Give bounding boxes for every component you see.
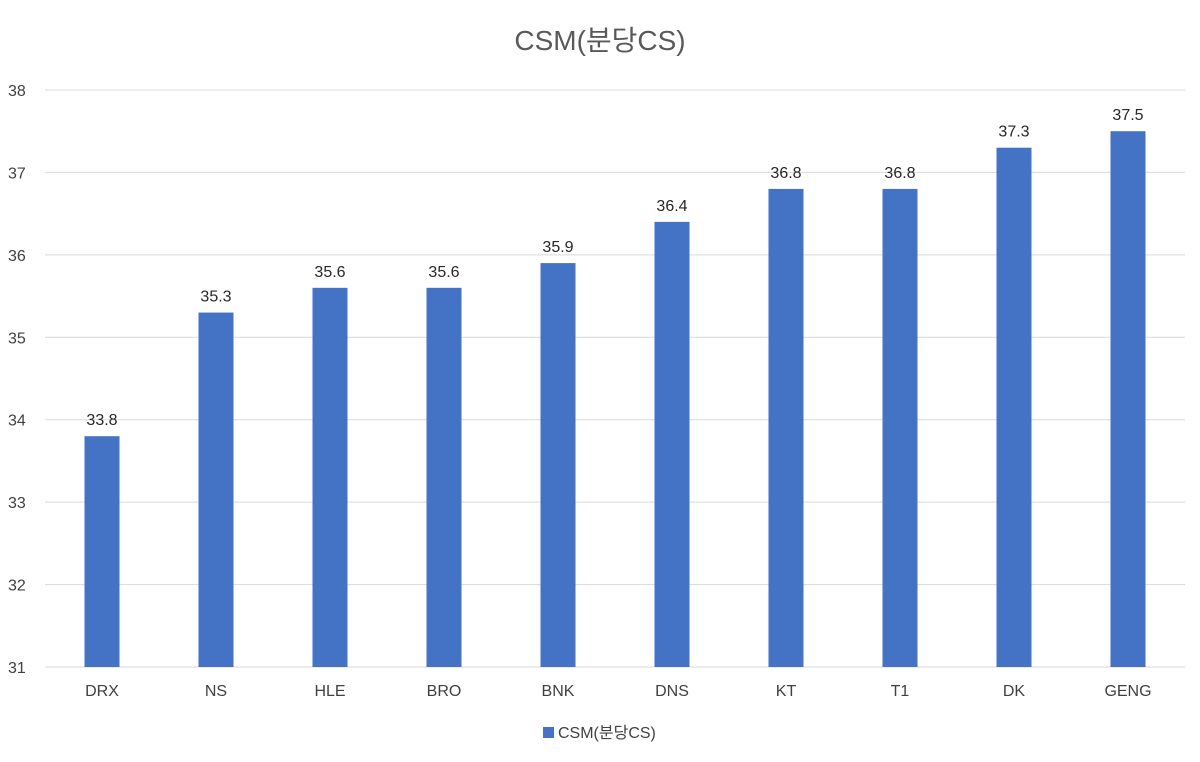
data-label-ns: 35.3: [200, 289, 231, 306]
bar-dk: [996, 147, 1032, 667]
y-tick-label: 38: [8, 83, 26, 100]
data-label-drx: 33.8: [86, 412, 117, 429]
bar-geng: [1110, 131, 1146, 667]
data-label-dns: 36.4: [656, 198, 687, 215]
y-tick-label: 35: [8, 330, 26, 347]
x-category-label: BNK: [542, 683, 575, 700]
data-label-bro: 35.6: [428, 264, 459, 281]
bar-drx: [84, 436, 120, 667]
x-axis-categories: DRX NS HLE BRO BNK DNS KT T1 DK GENG: [85, 683, 1151, 700]
y-tick-label: 33: [8, 495, 26, 512]
x-category-label: KT: [776, 683, 797, 700]
data-label-bnk: 35.9: [542, 239, 573, 256]
y-tick-label: 37: [8, 165, 26, 182]
x-category-label: DK: [1003, 683, 1026, 700]
legend-swatch: [543, 727, 554, 738]
data-label-hle: 35.6: [314, 264, 345, 281]
data-label-t1: 36.8: [884, 165, 915, 182]
y-tick-label: 36: [8, 248, 26, 265]
gridlines: [45, 89, 1185, 668]
bar-dns: [654, 221, 690, 667]
y-axis-ticks: 31 32 33 34 35 36 37 38: [8, 83, 26, 677]
data-label-geng: 37.5: [1112, 107, 1143, 124]
y-tick-label: 31: [8, 660, 26, 677]
bar-hle: [312, 287, 348, 667]
legend: CSM(분당CS): [543, 724, 656, 742]
chart-title: CSM(분당CS): [514, 25, 685, 56]
bar-kt: [768, 188, 804, 667]
bar-ns: [198, 312, 234, 667]
x-category-label: HLE: [314, 683, 345, 700]
x-category-label: T1: [891, 683, 910, 700]
x-category-label: DRX: [85, 683, 119, 700]
data-label-kt: 36.8: [770, 165, 801, 182]
x-category-label: NS: [205, 683, 227, 700]
bar-bro: [426, 287, 462, 667]
bar-bnk: [540, 263, 576, 667]
y-tick-label: 32: [8, 578, 26, 595]
x-category-label: BRO: [427, 683, 462, 700]
data-labels: 33.8 35.3 35.6 35.6 35.9 36.4 36.8 36.8 37.3 37.5: [86, 107, 1143, 429]
x-category-label: GENG: [1104, 683, 1151, 700]
bars: [84, 131, 1146, 667]
y-tick-label: 34: [8, 413, 26, 430]
x-category-label: DNS: [655, 683, 689, 700]
legend-label: CSM(분당CS): [558, 724, 656, 742]
data-label-dk: 37.3: [998, 124, 1029, 141]
bar-t1: [882, 188, 918, 667]
